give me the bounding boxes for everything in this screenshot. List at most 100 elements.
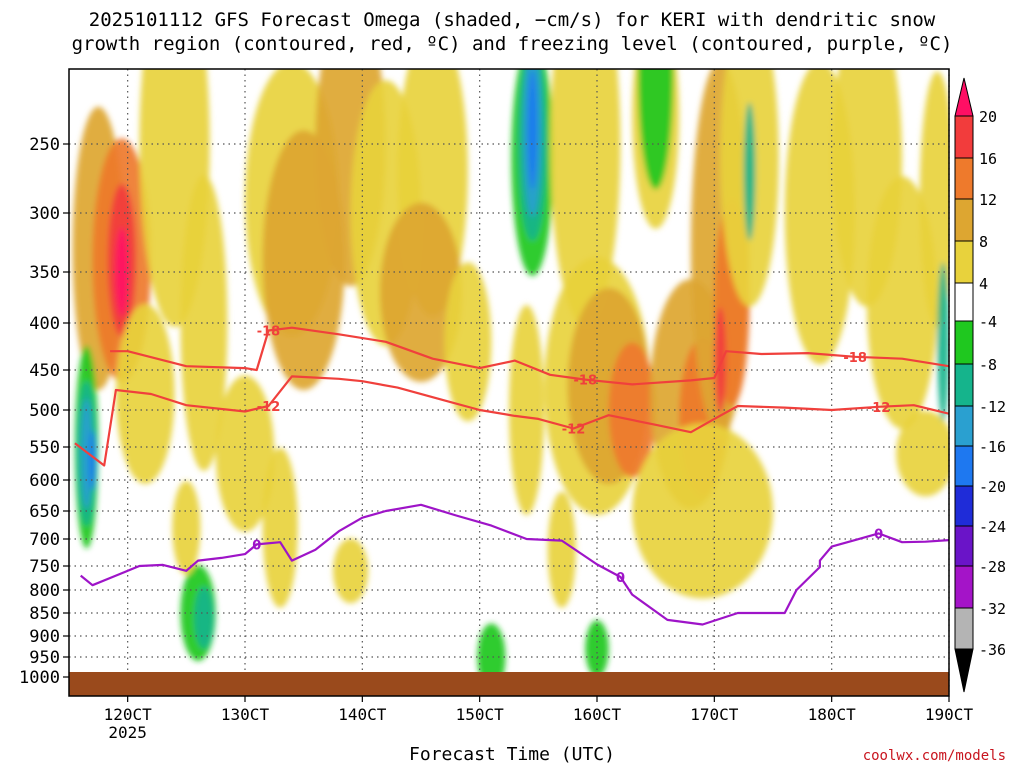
shading-blobs (72, 69, 949, 691)
omega-region-y4 (172, 480, 201, 575)
chart-title-line-1: 2025101112 GFS Forecast Omega (shaded, −… (88, 9, 936, 31)
y-tick-label-500: 500 (29, 401, 60, 421)
omega-region-c12 (80, 398, 93, 509)
plot-frame (68, 68, 950, 697)
colorbar-swatch-4 (954, 282, 974, 322)
credit-text: coolwx.com/models (862, 748, 1006, 764)
contour-label-0-2: -18 (843, 351, 867, 366)
x-tick-label-160CT: 160CT (573, 705, 622, 724)
colorbar-swatch-3 (954, 240, 974, 284)
omega-region-b16 (88, 430, 96, 491)
contour-label-2-2: 0 (874, 527, 883, 542)
omega-region-b16 (527, 70, 538, 190)
x-axis-title: Forecast Time (UTC) (409, 744, 615, 765)
colorbar-swatch-10 (954, 525, 974, 567)
y-tick-label-450: 450 (29, 361, 60, 381)
contour-label-0-1: -18 (574, 374, 598, 389)
y-tick-label-550: 550 (29, 438, 60, 458)
ground-surface (69, 672, 949, 696)
colorbar-swatch-12 (954, 607, 974, 650)
chart-title-line-2: growth region (contoured, red, ºC) and f… (71, 33, 953, 55)
omega-region-r16 (714, 307, 727, 414)
x-tick-label-120CT: 120CT (104, 705, 153, 724)
contour-label-1-2: -12 (867, 401, 891, 416)
omega-region-g4 (585, 620, 609, 677)
contour-line-2 (80, 503, 949, 626)
omega-region-y8 (379, 202, 463, 382)
omega-region-g8 (743, 102, 756, 241)
colorbar-swatch-6 (954, 363, 974, 407)
colorbar-bottom-arrow (954, 648, 974, 693)
colorbar-swatch-0 (954, 115, 974, 159)
omega-region-g8 (194, 586, 214, 649)
x-year-label: 2025 (108, 723, 147, 742)
contour-line-0 (110, 326, 949, 386)
y-tick-label-800: 800 (29, 581, 60, 601)
omega-region-o12 (608, 342, 656, 478)
contour-line-1 (74, 375, 949, 467)
y-tick-label-850: 850 (29, 604, 60, 624)
contour-lines: -18 -18 -18 -12 -12 -12 0 0 0 (74, 325, 949, 626)
omega-region-g4 (638, 69, 674, 190)
colorbar-tick--16: -16 (979, 438, 1006, 456)
colorbar-tick-8: 8 (979, 233, 988, 251)
omega-region-y4 (215, 375, 275, 532)
y-tick-label-650: 650 (29, 502, 60, 522)
colorbar-tick-4: 4 (979, 275, 988, 293)
colorbar-tick--20: -20 (979, 478, 1006, 496)
contour-label-0-0: -18 (257, 325, 281, 340)
contour-label-2-1: 0 (616, 571, 625, 586)
colorbar-swatch-8 (954, 445, 974, 487)
omega-region-y4 (262, 447, 298, 608)
colorbar: 20 16 12 8 4 -4 -8 -12 -16 -20 -24 -28 -32 -36 (954, 77, 1006, 693)
colorbar-tick--4: -4 (979, 313, 997, 331)
y-tick-label-950: 950 (29, 648, 60, 668)
y-tick-label-900: 900 (29, 627, 60, 647)
contour-label-1-1: -12 (562, 423, 586, 438)
omega-region-y4 (444, 262, 492, 422)
omega-shading (72, 69, 949, 691)
colorbar-tick--8: -8 (979, 356, 997, 374)
colorbar-swatch-11 (954, 565, 974, 609)
y-tick-label-300: 300 (29, 204, 60, 224)
omega-region-y4 (180, 175, 228, 471)
colorbar-swatch-5 (954, 320, 974, 365)
y-tick-label-600: 600 (29, 471, 60, 491)
colorbar-tick--28: -28 (979, 558, 1006, 576)
colorbar-swatch-1 (954, 157, 974, 200)
colorbar-top-arrow (954, 77, 974, 117)
colorbar-tick-20: 20 (979, 108, 997, 126)
y-tick-label-700: 700 (29, 530, 60, 550)
omega-region-y4 (919, 71, 949, 327)
colorbar-swatch-9 (954, 485, 974, 527)
omega-region-y4 (896, 410, 949, 497)
colorbar-swatch-2 (954, 198, 974, 242)
y-tick-label-250: 250 (29, 135, 60, 155)
colorbar-tick--24: -24 (979, 518, 1006, 536)
y-axis: 250 300 350 400 450 500 550 600 650 700 750 800 850 9… (19, 135, 69, 688)
colorbar-tick-12: 12 (979, 191, 997, 209)
colorbar-tick--32: -32 (979, 600, 1006, 618)
contour-label-1-0: -12 (257, 400, 281, 415)
omega-region-g8 (937, 262, 949, 422)
y-tick-label-350: 350 (29, 263, 60, 283)
x-tick-label-190CT: 190CT (925, 705, 974, 724)
colorbar-tick--36: -36 (979, 641, 1006, 659)
omega-region-y4 (333, 538, 369, 604)
y-tick-label-750: 750 (29, 557, 60, 577)
contour-label-2-0: 0 (252, 538, 261, 553)
y-tick-label-1000: 1000 (19, 668, 60, 688)
colorbar-tick-16: 16 (979, 150, 997, 168)
omega-region-y4 (866, 176, 938, 429)
x-tick-label-140CT: 140CT (338, 705, 387, 724)
x-tick-label-180CT: 180CT (808, 705, 857, 724)
y-tick-label-400: 400 (29, 314, 60, 334)
x-axis: 120CT 130CT 140CT 150CT 160CT 170CT 180CT 190CT… (104, 696, 974, 742)
omega-region-y4 (547, 491, 576, 608)
colorbar-tick--12: -12 (979, 398, 1006, 416)
x-tick-label-150CT: 150CT (456, 705, 505, 724)
x-tick-label-170CT: 170CT (690, 705, 739, 724)
x-tick-label-130CT: 130CT (221, 705, 270, 724)
colorbar-swatch-7 (954, 405, 974, 447)
omega-region-m20 (114, 227, 129, 317)
